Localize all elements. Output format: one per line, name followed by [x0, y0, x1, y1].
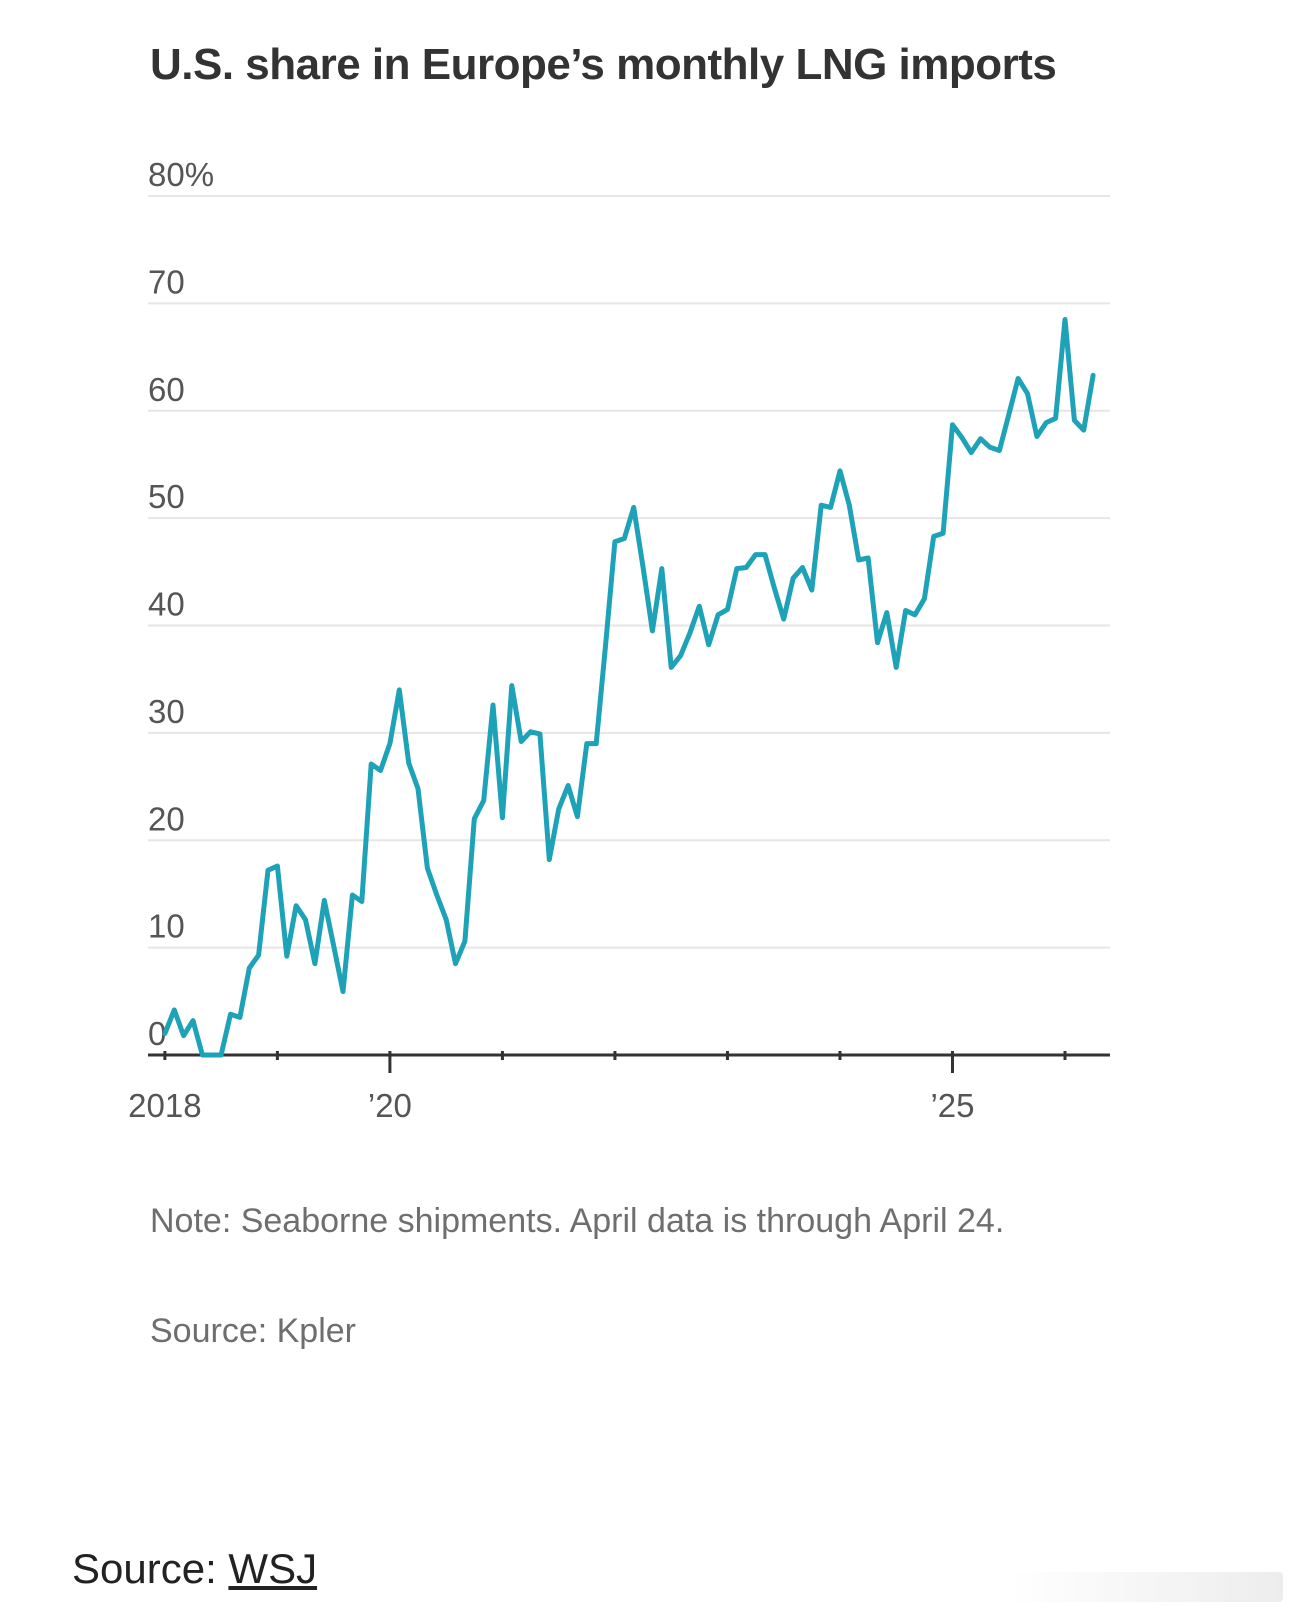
y-tick-label-50: 50 [148, 478, 185, 515]
footer-source-prefix: Source: [72, 1545, 229, 1592]
y-tick-label-20: 20 [148, 800, 185, 837]
y-tick-label-80: 80% [148, 156, 214, 193]
y-tick-label-70: 70 [148, 263, 185, 300]
watermark-box [1008, 1572, 1283, 1602]
y-tick-label-0: 0 [148, 1015, 166, 1052]
footer-source: Source: WSJ [72, 1545, 317, 1593]
wsj-link[interactable]: WSJ [228, 1545, 318, 1592]
series-line-us-share [162, 317, 1096, 1058]
y-axis-labels: 80% 70 60 50 40 30 20 10 0 [148, 156, 214, 1052]
x-axis-labels: 2018 ’20 ’25 [128, 1087, 974, 1124]
gridlines [148, 195, 1110, 949]
x-tick-label-2025: ’25 [930, 1087, 974, 1124]
y-tick-label-10: 10 [148, 908, 185, 945]
y-tick-label-30: 30 [148, 693, 185, 730]
line-chart: 80% 70 60 50 40 30 20 10 0 2018 ’20 ’25 [128, 156, 1110, 1124]
chart-title: U.S. share in Europe’s monthly LNG impor… [150, 40, 1057, 89]
y-tick-label-60: 60 [148, 371, 185, 408]
series-layer [162, 317, 1096, 1058]
x-axis [148, 1051, 1110, 1073]
chart-source: Source: Kpler [150, 1312, 356, 1350]
y-tick-label-40: 40 [148, 586, 185, 623]
x-tick-label-2018: 2018 [128, 1087, 201, 1124]
chart-note: Note: Seaborne shipments. April data is … [150, 1202, 1005, 1240]
x-tick-label-2020: ’20 [368, 1087, 412, 1124]
